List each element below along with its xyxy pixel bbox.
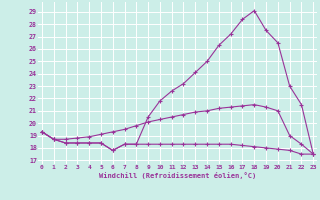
X-axis label: Windchill (Refroidissement éolien,°C): Windchill (Refroidissement éolien,°C) bbox=[99, 172, 256, 179]
